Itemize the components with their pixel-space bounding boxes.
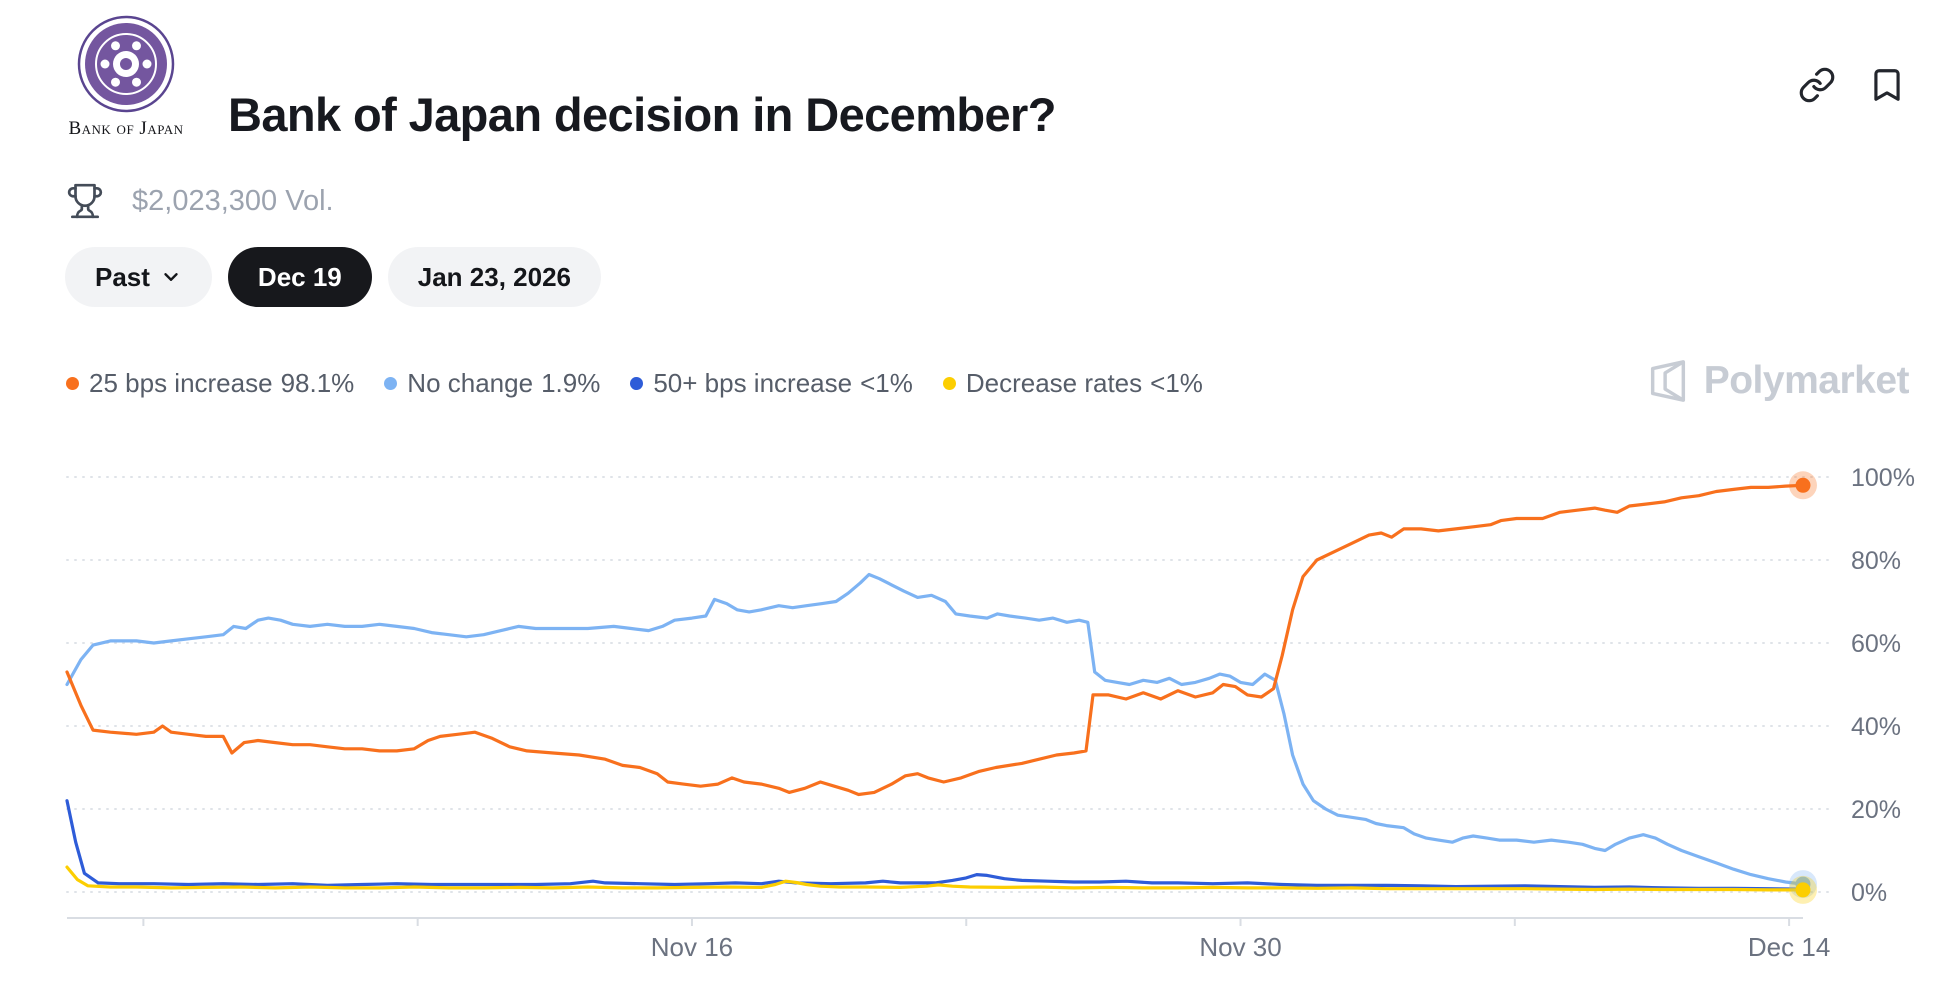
y-axis-label: 80% [1851, 547, 1901, 575]
legend-label: Decrease rates [965, 368, 1143, 398]
y-axis-label: 60% [1851, 630, 1901, 658]
polymarket-watermark-text: Polymarket [1703, 359, 1910, 402]
series-line-nochange [65, 572, 1805, 886]
legend-label: 25 bps increase [89, 368, 273, 398]
trophy-icon [67, 183, 103, 219]
legend-dot-no-change [384, 377, 398, 390]
price-history-chart[interactable]: 0% 20% 40% 60% 80% 100% Nov 16 Nov 30 Dec 14 [0, 460, 1944, 962]
series-line-25bps [65, 483, 1805, 797]
link-icon [1799, 67, 1835, 103]
header-actions [1798, 66, 1906, 104]
legend-value: 1.9% [541, 368, 601, 398]
y-axis-label: 100% [1851, 464, 1915, 492]
legend-dot-decrease-rates [942, 377, 956, 390]
y-axis-label: 40% [1851, 713, 1901, 741]
date-pill-end[interactable]: Jan 23, 2026 [387, 247, 601, 307]
date-pill-selected[interactable]: Dec 19 [227, 247, 372, 307]
bookmark-icon [1874, 69, 1900, 101]
legend-value: <1% [860, 368, 913, 398]
legend-dot-25bps-increase [66, 377, 79, 390]
legend-item-25bps-increase[interactable]: 25 bps increase 98.1% [66, 368, 354, 399]
end-dot-25bps [1795, 477, 1811, 493]
y-axis-label: 0% [1851, 879, 1887, 907]
chart-legend: 25 bps increase 98.1% No change 1.9% 50+… [66, 368, 1203, 399]
volume-row: $2,023,300 Vol. [66, 182, 334, 220]
page-title: Bank of Japan decision in December? [228, 88, 1056, 142]
bank-of-japan-logo [76, 14, 176, 114]
x-axis-label: Dec 14 [1748, 932, 1830, 962]
date-controls: Past Dec 19 Jan 23, 2026 [65, 247, 601, 307]
polymarket-logo-icon [1650, 360, 1685, 402]
legend-label: No change [407, 368, 534, 398]
copy-link-button[interactable] [1798, 66, 1836, 104]
legend-item-50bps-increase[interactable]: 50+ bps increase <1% [630, 368, 913, 399]
legend-dot-50bps-increase [630, 377, 644, 390]
legend-label: 50+ bps increase [653, 368, 853, 398]
x-axis-label: Nov 30 [1199, 932, 1281, 962]
logo-caption: Bank of Japan [68, 118, 184, 139]
x-axis-label: Nov 16 [651, 932, 733, 962]
polymarket-watermark: Polymarket [1645, 358, 1910, 404]
y-axis-label: 20% [1851, 796, 1901, 824]
series-line-decrease [65, 865, 1805, 892]
past-dropdown-label: Past [95, 261, 150, 292]
legend-value: <1% [1150, 368, 1203, 398]
chevron-down-icon [164, 273, 178, 281]
bank-of-japan-seal-icon [77, 15, 175, 113]
end-dot-decrease [1795, 882, 1811, 898]
legend-item-no-change[interactable]: No change 1.9% [384, 368, 600, 399]
bookmark-button[interactable] [1868, 66, 1906, 104]
legend-value: 98.1% [280, 368, 355, 398]
legend-item-decrease-rates[interactable]: Decrease rates <1% [942, 368, 1203, 399]
volume-text: $2,023,300 Vol. [132, 184, 334, 217]
series-line-50bps [65, 799, 1805, 891]
past-dropdown-button[interactable]: Past [65, 247, 212, 307]
